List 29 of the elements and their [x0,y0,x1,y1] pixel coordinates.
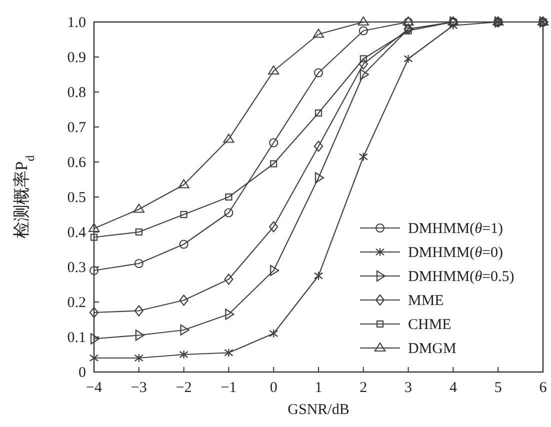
y-tick-label: 0 [78,365,86,381]
legend-label: DMHMM(θ=0) [408,245,504,261]
y-tick-label: 0.1 [67,330,86,346]
legend-label: CHME [408,317,452,333]
x-tick-label: 6 [539,380,548,396]
x-tick-label: −4 [86,380,102,396]
y-tick-label: 0.8 [67,85,86,101]
y-tick-label: 0.4 [67,225,86,241]
x-tick-label: 1 [314,380,322,396]
y-tick-label: 0.3 [67,260,86,276]
y-tick-label: 0.7 [67,120,86,136]
y-tick-label: 0.9 [67,50,86,66]
x-tick-label: −1 [220,380,237,396]
x-tick-label: −3 [130,380,147,396]
x-tick-label: −2 [176,380,192,396]
y-tick-label: 0.6 [67,155,86,171]
y-tick-label: 1.0 [67,15,86,31]
legend-label: DMHMM(θ=1) [408,221,504,237]
legend-label: DMHMM(θ=0.5) [408,269,514,285]
x-axis-title: GSNR/dB [288,402,350,418]
x-tick-label: 5 [494,380,502,396]
legend-label: MME [408,293,444,309]
x-tick-label: 0 [270,380,278,396]
y-tick-label: 0.5 [67,190,86,206]
x-tick-label: 3 [404,380,412,396]
x-tick-label: 2 [360,380,368,396]
legend-label: DMGM [408,341,456,357]
x-tick-label: 4 [449,380,458,396]
y-tick-label: 0.2 [67,295,86,311]
